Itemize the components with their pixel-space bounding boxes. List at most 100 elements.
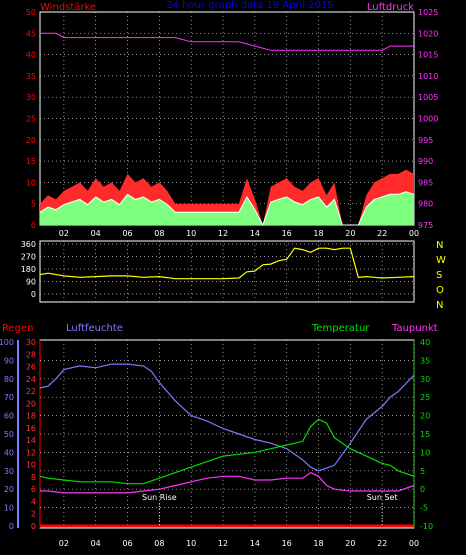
sun-annotation: Sun Set	[367, 493, 398, 502]
rain-tick-label: 14	[26, 436, 36, 445]
rain-tick-label: 4	[31, 497, 36, 506]
rain-tick-label: 30	[26, 338, 36, 347]
wind-tick-label: 50	[26, 8, 36, 17]
humidity-axis-label: Luftfeuchte	[66, 323, 123, 334]
x-tick-label: 12	[218, 229, 228, 238]
rain-axis-label: Regen	[2, 323, 34, 334]
pressure-tick-label: 985	[418, 178, 433, 187]
temperature-tick-label: 0	[420, 485, 425, 494]
x-tick-label: 18	[313, 229, 323, 238]
x-tick-label: 06	[122, 539, 132, 548]
x-tick-label: 14	[250, 229, 260, 238]
x-tick-label: 20	[345, 229, 355, 238]
humidity-tick-label: 40	[4, 448, 14, 457]
compass-letter: W	[436, 255, 446, 266]
temperature-tick-label: 40	[420, 338, 430, 347]
x-tick-label: 22	[377, 539, 387, 548]
direction-tick-label: 90	[26, 278, 36, 287]
temperature-tick-label: -5	[420, 504, 428, 513]
temperature-tick-label: 25	[420, 393, 430, 402]
wind-tick-label: 40	[26, 51, 36, 60]
wind-average-line	[39, 191, 415, 227]
pressure-tick-label: 990	[418, 157, 433, 166]
temperature-axis-label: Temperatur	[311, 323, 370, 334]
x-tick-label: 14	[250, 539, 260, 548]
pressure-tick-label: 1015	[418, 51, 438, 60]
direction-tick-label: 180	[21, 265, 36, 274]
pressure-tick-label: 1005	[418, 93, 438, 102]
x-tick-label: 16	[282, 539, 292, 548]
direction-tick-label: 270	[21, 253, 36, 262]
wind-tick-label: 25	[26, 115, 36, 124]
dewpoint-line	[40, 471, 415, 494]
temperature-tick-label: 35	[420, 356, 430, 365]
x-tick-label: 08	[154, 229, 164, 238]
chart-title: 24 hour graph data 19 April 2015	[166, 0, 334, 11]
wind-tick-label: 5	[31, 200, 36, 209]
wind-tick-label: 10	[26, 178, 36, 187]
humidity-tick-label: 30	[4, 467, 14, 476]
direction-panel-frame	[39, 240, 415, 303]
rain-tick-label: 8	[31, 473, 36, 482]
x-tick-label: 04	[91, 229, 101, 238]
dewpoint-axis-label: Taupunkt	[391, 323, 438, 334]
compass-letter: N	[436, 240, 443, 251]
compass-letter: O	[436, 285, 444, 296]
x-tick-label: 00	[409, 539, 419, 548]
temperature-tick-label: 5	[420, 467, 425, 476]
pressure-tick-label: 975	[418, 221, 433, 230]
wind-pressure-panel: Windstärke 24 hour graph data 19 April 2…	[26, 0, 439, 238]
direction-tick-label: 0	[31, 290, 36, 299]
wind-axis-label: Windstärke	[40, 2, 96, 13]
rain-tick-label: 18	[26, 412, 36, 421]
wind-tick-label: 0	[31, 221, 36, 230]
sun-annotation: Sun Rise	[142, 493, 177, 502]
rain-tick-label: 22	[26, 387, 36, 396]
rain-tick-label: 16	[26, 424, 36, 433]
wind-tick-label: 35	[26, 72, 36, 81]
x-tick-label: 12	[218, 539, 228, 548]
temperature-tick-label: 10	[420, 448, 430, 457]
pressure-tick-label: 995	[418, 136, 433, 145]
rain-tick-label: 2	[31, 510, 36, 519]
x-tick-label: 02	[59, 229, 69, 238]
rain-tick-label: 12	[26, 448, 36, 457]
pressure-tick-label: 980	[418, 200, 433, 209]
humidity-tick-label: 80	[4, 375, 14, 384]
temperature-humidity-panel: Regen Luftfeuchte Temperatur Taupunkt 0 1…	[0, 323, 438, 548]
temperature-tick-label: 20	[420, 412, 430, 421]
temperature-tick-label: -10	[420, 522, 433, 531]
humidity-tick-label: 10	[4, 504, 14, 513]
x-tick-label: 04	[91, 539, 101, 548]
x-tick-label: 10	[186, 229, 196, 238]
rain-tick-label: 20	[26, 399, 36, 408]
rain-tick-label: 10	[26, 461, 36, 470]
x-tick-label: 08	[154, 539, 164, 548]
compass-letter: N	[436, 300, 443, 311]
pressure-axis-label: Luftdruck	[367, 2, 414, 13]
humidity-tick-label: 0	[9, 522, 14, 531]
pressure-tick-label: 1025	[418, 8, 438, 17]
temperature-tick-label: 15	[420, 430, 430, 439]
x-tick-label: 22	[377, 229, 387, 238]
wind-tick-label: 20	[26, 136, 36, 145]
x-tick-label: 10	[186, 539, 196, 548]
humidity-tick-label: 60	[4, 412, 14, 421]
pressure-tick-label: 1000	[418, 115, 438, 124]
rain-tick-label: 6	[31, 485, 36, 494]
x-tick-label: 16	[282, 229, 292, 238]
wind-tick-label: 30	[26, 93, 36, 102]
x-tick-label: 20	[345, 539, 355, 548]
pressure-line	[40, 32, 414, 51]
x-tick-label: 00	[409, 229, 419, 238]
rain-tick-label: 0	[31, 522, 36, 531]
humidity-tick-label: 70	[4, 393, 14, 402]
compass-letter: S	[436, 270, 442, 281]
pressure-tick-label: 1020	[418, 29, 438, 38]
direction-tick-label: 360	[21, 240, 36, 249]
x-tick-label: 18	[313, 539, 323, 548]
temperature-tick-label: 30	[420, 375, 430, 384]
wind-direction-line	[39, 247, 415, 280]
